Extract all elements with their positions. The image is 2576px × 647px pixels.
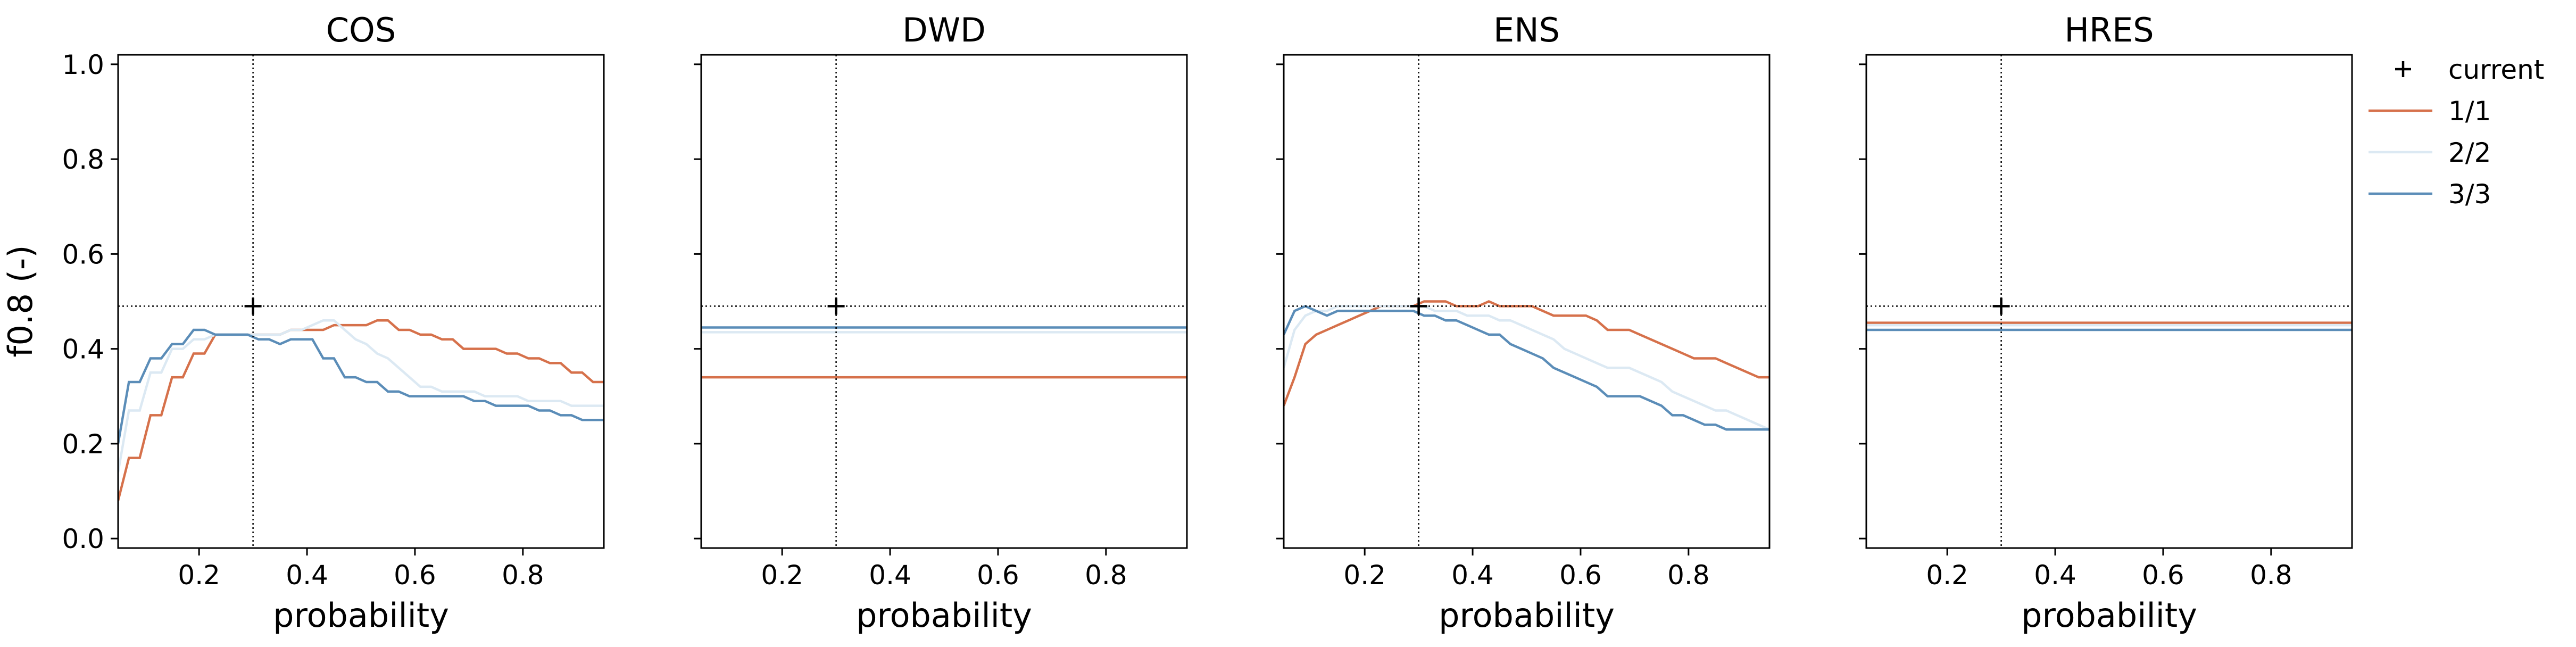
x-axis-label: probability bbox=[2021, 596, 2197, 635]
plot-frame bbox=[1283, 54, 1771, 549]
panel-ens: ENS 0.2 0.4 0.6 0.8 probability bbox=[1276, 11, 1771, 635]
series-line-1-1 bbox=[118, 319, 604, 501]
legend-label-current: current bbox=[2448, 54, 2544, 85]
plot-frame bbox=[1865, 54, 2353, 549]
x-tick-label: 0.8 bbox=[1667, 560, 1710, 591]
series-line-2-2 bbox=[1284, 305, 1769, 431]
current-marker bbox=[1410, 297, 1427, 315]
panel-hres: HRES 0.2 0.4 0.6 0.8 probability bbox=[1859, 11, 2353, 635]
series-group bbox=[1866, 321, 2352, 331]
legend: current 1/1 2/2 3/3 bbox=[2369, 54, 2544, 210]
panel-title-dwd: DWD bbox=[902, 11, 986, 49]
y-tick-label: 0.4 bbox=[62, 334, 104, 365]
y-tick-label: 1.0 bbox=[62, 49, 104, 80]
current-marker bbox=[827, 297, 845, 315]
x-tick-label: 0.6 bbox=[977, 560, 1019, 591]
series-line-1-1 bbox=[1284, 300, 1769, 407]
panel-dwd: DWD 0.2 0.4 0.6 0.8 probability bbox=[694, 11, 1188, 635]
x-tick-label: 0.8 bbox=[2250, 560, 2292, 591]
x-axis-label: probability bbox=[1439, 596, 1615, 635]
x-tick-label: 0.2 bbox=[178, 560, 220, 591]
panel-title-cos: COS bbox=[326, 11, 396, 49]
x-axis-label: probability bbox=[273, 596, 449, 635]
x-tick-label: 0.4 bbox=[286, 560, 328, 591]
series-line-2-2 bbox=[118, 319, 604, 472]
series-line-3-3 bbox=[118, 328, 604, 444]
legend-label-3-3: 3/3 bbox=[2448, 179, 2491, 210]
series-group bbox=[1284, 300, 1769, 431]
panel-cos: COS 0.2 0.4 0.6 0.8 probability 0.0 0.2 0.4 0.6 0.… bbox=[62, 11, 605, 635]
x-tick-label: 0.8 bbox=[1085, 560, 1127, 591]
x-tick-label: 0.2 bbox=[761, 560, 803, 591]
x-tick-label: 0.2 bbox=[1343, 560, 1386, 591]
x-tick-label: 0.6 bbox=[1559, 560, 1602, 591]
x-axis-label: probability bbox=[856, 596, 1032, 635]
plot-frame bbox=[117, 54, 605, 549]
x-tick-label: 0.4 bbox=[1451, 560, 1494, 591]
x-tick-label: 0.4 bbox=[869, 560, 911, 591]
series-line-3-3 bbox=[1284, 304, 1769, 431]
current-marker bbox=[244, 297, 262, 315]
y-tick-label: 0.8 bbox=[62, 144, 104, 175]
x-tick-label: 0.6 bbox=[394, 560, 436, 591]
y-tick-label: 0.0 bbox=[62, 524, 104, 554]
x-tick-label: 0.2 bbox=[1926, 560, 1968, 591]
legend-label-1-1: 1/1 bbox=[2448, 96, 2491, 127]
legend-current-marker bbox=[2395, 61, 2411, 77]
y-tick-label: 0.2 bbox=[62, 429, 104, 460]
legend-label-2-2: 2/2 bbox=[2448, 137, 2491, 168]
y-tick-label: 0.6 bbox=[62, 239, 104, 270]
plot-frame bbox=[700, 54, 1188, 549]
x-tick-label: 0.6 bbox=[2142, 560, 2184, 591]
current-marker bbox=[1992, 297, 2010, 315]
panel-title-ens: ENS bbox=[1493, 11, 1560, 49]
panel-title-hres: HRES bbox=[2064, 11, 2154, 49]
series-group bbox=[118, 319, 604, 501]
series-group bbox=[701, 326, 1187, 379]
x-tick-label: 0.4 bbox=[2034, 560, 2076, 591]
x-tick-label: 0.8 bbox=[502, 560, 544, 591]
y-axis-label: f0.8 (-) bbox=[1, 245, 40, 358]
